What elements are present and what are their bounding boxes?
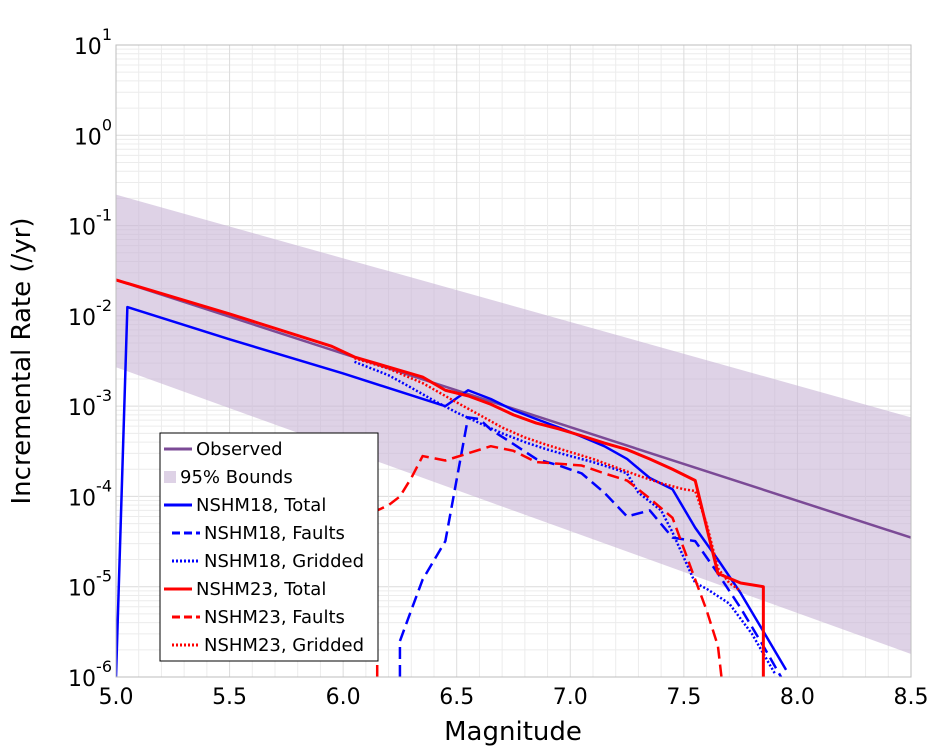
legend-label: NSHM18, Total — [196, 495, 326, 516]
x-axis-label: Magnitude — [444, 717, 582, 747]
legend-label: NSHM18, Faults — [204, 523, 345, 544]
plot-frame — [115, 44, 912, 678]
x-tick-label: 8.0 — [780, 685, 815, 710]
x-tick-label: 8.5 — [894, 685, 929, 710]
y-tick-base: 10 — [68, 306, 96, 331]
legend: Observed 95% Bounds NSHM18, Total NSHM18, F… — [159, 432, 379, 662]
y-tick-exponent: -3 — [96, 386, 112, 405]
y-tick-exponent: 1 — [102, 25, 112, 44]
x-tick-label: 6.0 — [326, 685, 361, 710]
y-tick-label: 10-1 — [68, 206, 112, 241]
y-tick-label: 101 — [74, 25, 112, 60]
x-tick-label: 7.0 — [553, 685, 588, 710]
y-tick-exponent: -6 — [96, 657, 112, 676]
y-tick-label: 10-3 — [68, 386, 112, 421]
legend-label: NSHM18, Gridded — [204, 551, 364, 572]
legend-label: NSHM23, Faults — [204, 607, 345, 628]
series-line-6 — [354, 356, 742, 592]
x-tick-labels: 5.0 5.5 6.0 6.5 7.0 7.5 8.0 8.5 — [99, 685, 929, 710]
y-tick-base: 10 — [68, 667, 96, 692]
series-line-3 — [354, 360, 776, 674]
legend-label: 95% Bounds — [180, 467, 293, 488]
legend-box — [159, 432, 379, 662]
x-tick-label: 7.5 — [666, 685, 701, 710]
y-tick-label: 10-4 — [68, 476, 112, 511]
x-tick-label: 6.5 — [439, 685, 474, 710]
series-line-5 — [375, 444, 723, 677]
y-tick-exponent: -1 — [96, 206, 112, 225]
bounds-band — [116, 194, 911, 654]
legend-swatch — [164, 471, 176, 483]
y-tick-label: 10-2 — [68, 296, 112, 331]
bounds-layer — [116, 194, 911, 654]
series-line-0 — [116, 278, 911, 539]
y-tick-label: 10-6 — [68, 657, 112, 692]
y-tick-exponent: -4 — [96, 476, 112, 495]
x-tick-label: 5.0 — [99, 685, 134, 710]
y-tick-exponent: -2 — [96, 296, 112, 315]
legend-label: NSHM23, Gridded — [204, 635, 364, 656]
series-layer — [116, 278, 911, 677]
y-tick-base: 10 — [68, 216, 96, 241]
series-line-2 — [398, 416, 783, 677]
y-tick-label: 10-5 — [68, 567, 112, 602]
y-tick-base: 10 — [68, 396, 96, 421]
y-tick-label: 100 — [74, 115, 112, 150]
y-tick-exponent: 0 — [102, 115, 112, 134]
y-tick-base: 10 — [68, 486, 96, 511]
y-axis-label: Incremental Rate (/yr) — [7, 218, 37, 505]
legend-label: NSHM23, Total — [196, 579, 326, 600]
x-tick-label: 5.5 — [212, 685, 247, 710]
y-tick-base: 10 — [68, 577, 96, 602]
y-tick-exponent: -5 — [96, 567, 112, 586]
y-tick-base: 10 — [74, 125, 102, 150]
y-tick-base: 10 — [74, 35, 102, 60]
legend-label: Observed — [196, 439, 283, 460]
